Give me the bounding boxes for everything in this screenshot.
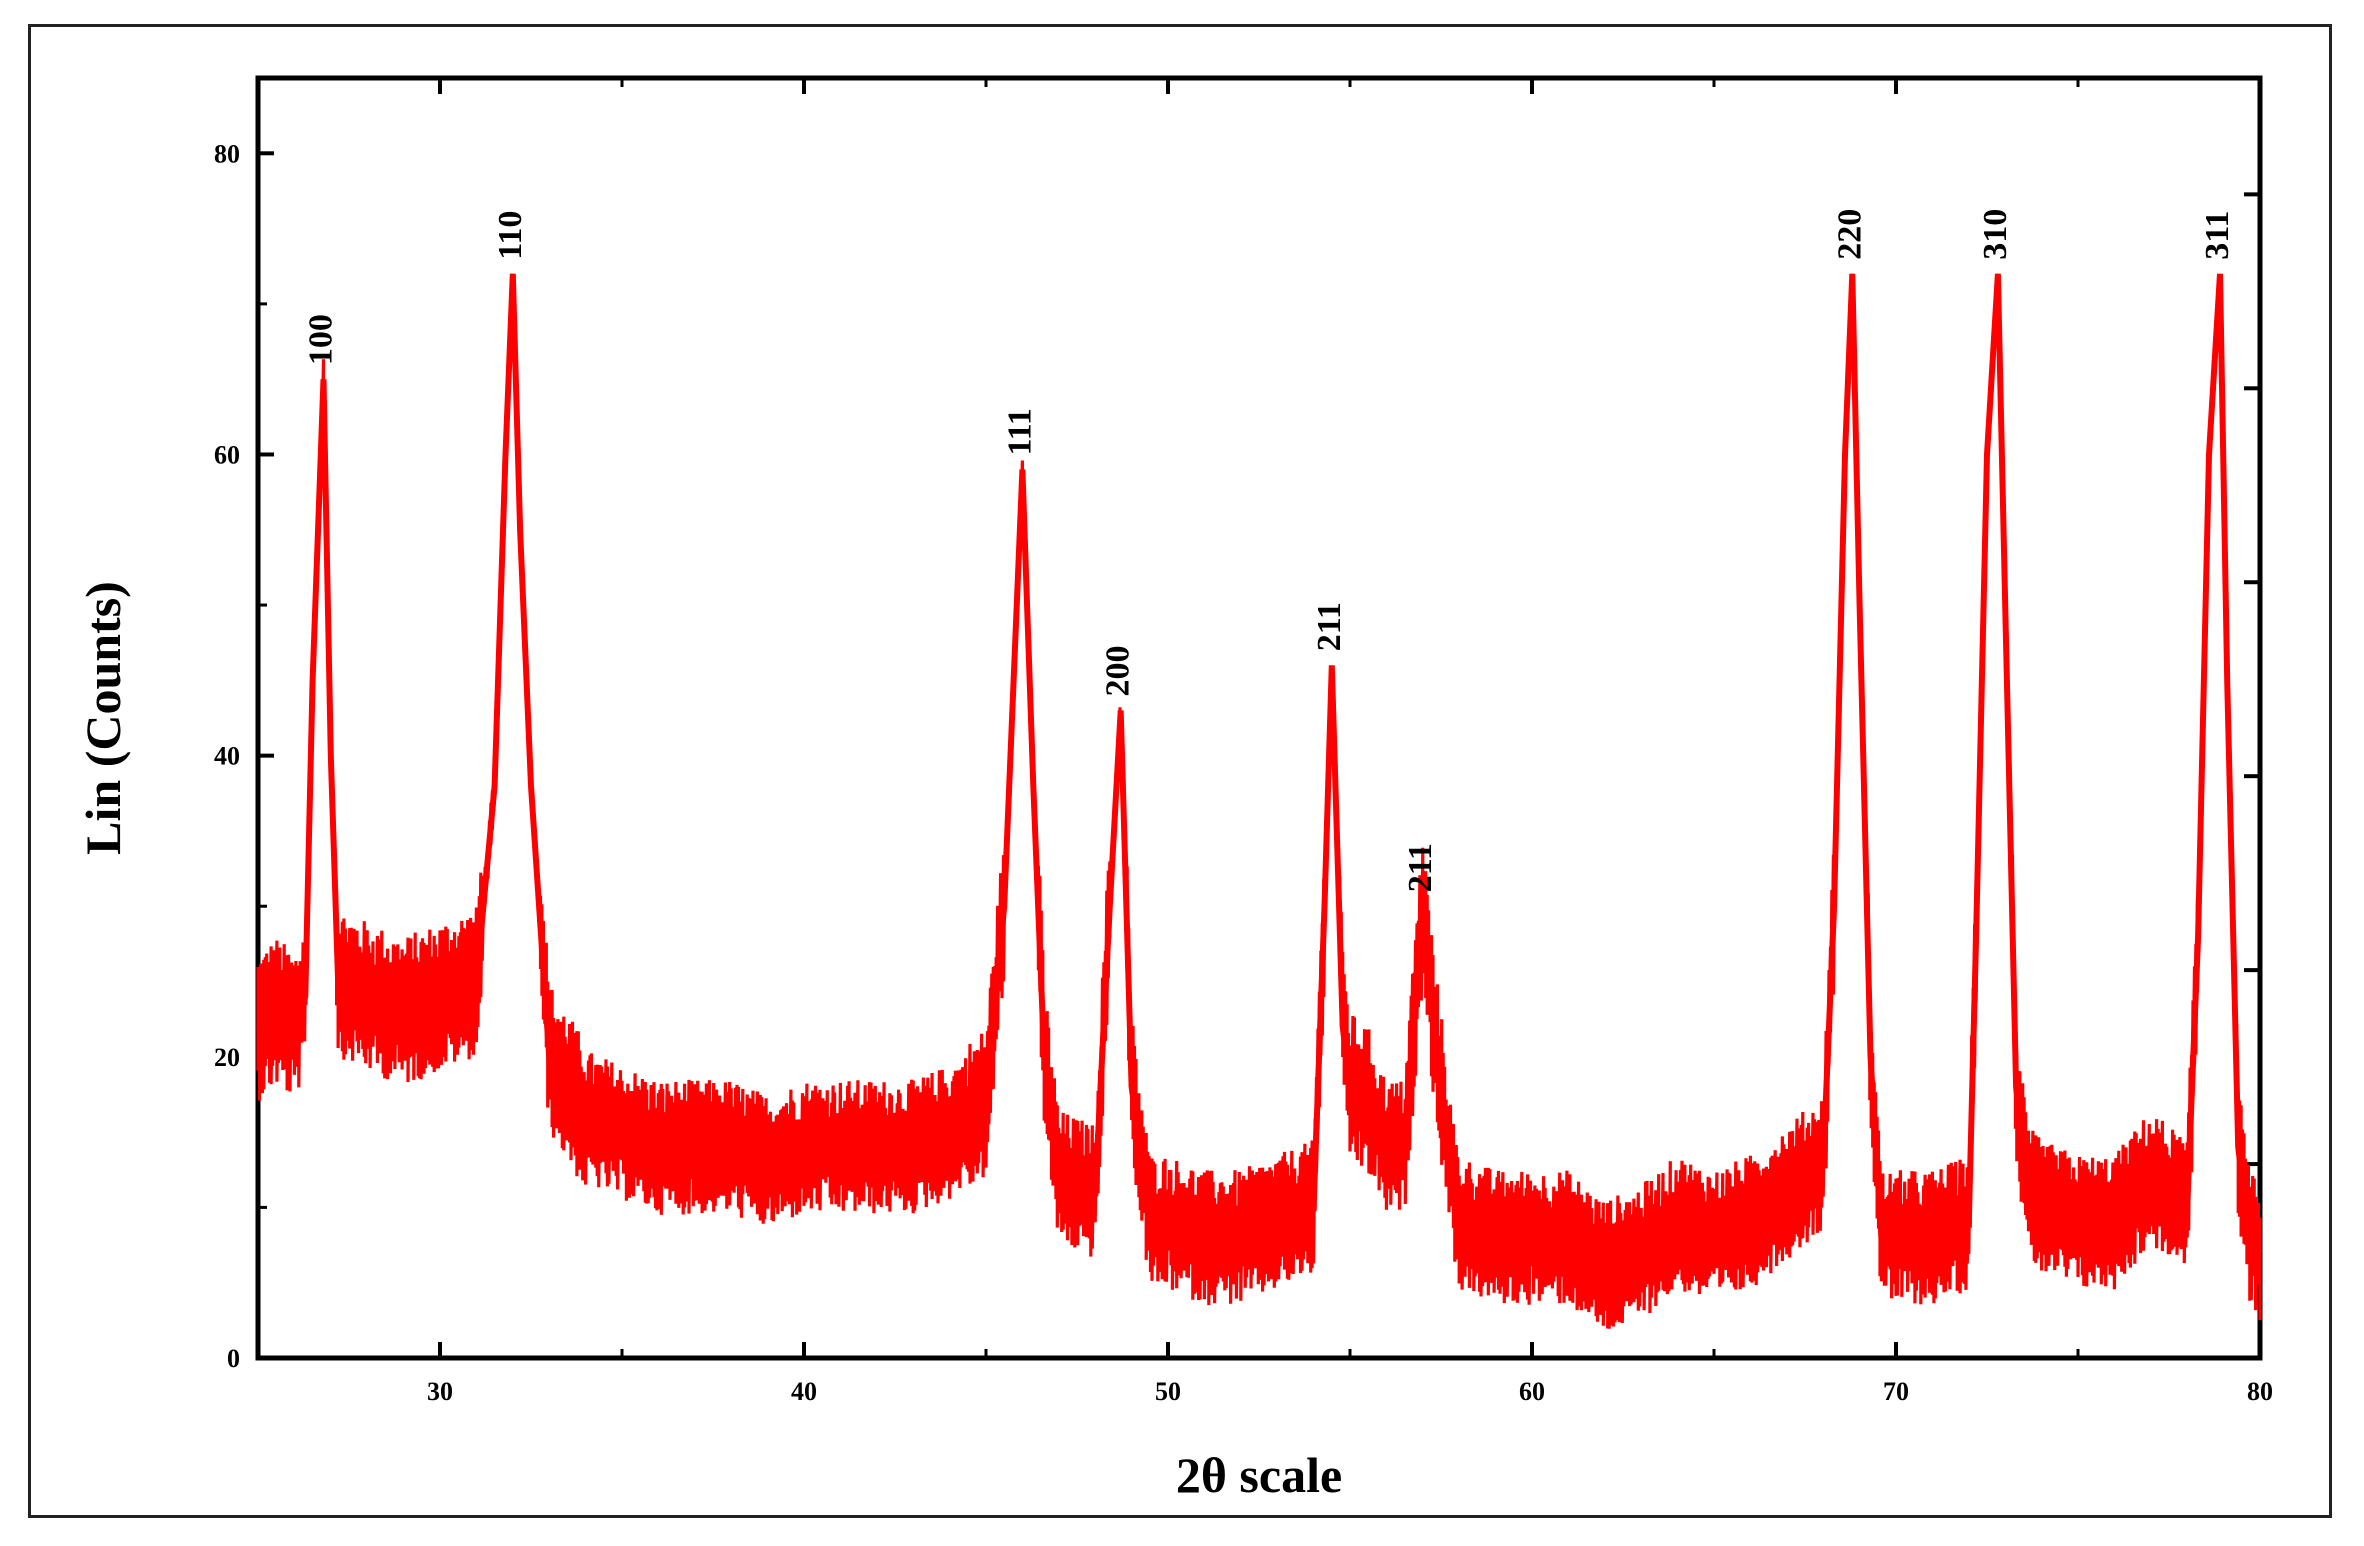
y-tick-label: 0 xyxy=(227,1344,240,1373)
plot-area-border xyxy=(255,75,2263,1361)
peak-label: 220 xyxy=(1831,209,1868,260)
x-tick-label: 80 xyxy=(2247,1377,2273,1406)
figure-frame xyxy=(28,24,2332,1518)
x-tick-label: 50 xyxy=(1155,1377,1181,1406)
peak-label: 311 xyxy=(2199,211,2236,260)
peak-label: 211 xyxy=(1311,602,1348,651)
peak-label: 111 xyxy=(1001,408,1038,455)
y-tick-label: 20 xyxy=(214,1043,240,1072)
x-tick-label: 40 xyxy=(791,1377,817,1406)
peak-label: 211 xyxy=(1402,843,1439,892)
plot-layer: 30 40 50 60 70 80 0 20 40 60 80 2θ scale Lin (Counts… xyxy=(75,75,2273,1503)
y-tick-label: 60 xyxy=(214,440,240,469)
peak-label: 100 xyxy=(303,314,340,365)
y-axis-title: Lin (Counts) xyxy=(75,581,131,855)
y-tick-label: 80 xyxy=(214,139,240,168)
x-axis-title: 2θ scale xyxy=(1176,1447,1342,1503)
peak-label: 110 xyxy=(492,211,529,260)
x-tick-label: 30 xyxy=(427,1377,453,1406)
x-tick-label: 70 xyxy=(1883,1377,1909,1406)
x-tick-label: 60 xyxy=(1519,1377,1545,1406)
y-tick-label: 40 xyxy=(214,742,240,771)
series-trace xyxy=(256,273,2262,1329)
peak-label: 310 xyxy=(1977,209,2014,260)
series-line xyxy=(256,273,2263,1272)
peak-label: 200 xyxy=(1100,645,1137,696)
